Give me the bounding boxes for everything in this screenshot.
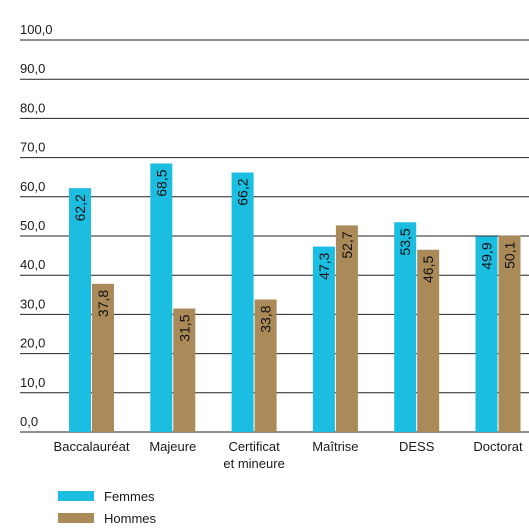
data-label: 50,1 <box>502 241 518 268</box>
legend-item-hommes: Hommes <box>58 507 156 529</box>
y-tick-label: 50,0 <box>20 218 45 233</box>
bar-femmes <box>312 246 335 432</box>
data-label: 49,9 <box>479 242 495 269</box>
bar-femmes <box>394 222 417 432</box>
bar-femmes <box>231 172 254 432</box>
legend-label-hommes: Hommes <box>104 510 157 526</box>
bar-hommes <box>417 249 440 432</box>
bar-hommes <box>92 283 114 432</box>
data-label: 33,8 <box>258 305 274 332</box>
data-label: 52,7 <box>339 231 355 258</box>
y-tick-label: 10,0 <box>20 375 45 390</box>
x-tick-label: Majeure <box>149 439 196 454</box>
y-tick-label: 40,0 <box>20 257 45 272</box>
legend-swatch-hommes <box>58 513 94 523</box>
y-tick-label: 100,0 <box>20 22 53 37</box>
data-label: 53,5 <box>397 228 413 255</box>
y-tick-label: 60,0 <box>20 179 45 194</box>
bar-femmes <box>69 188 91 432</box>
y-tick-label: 20,0 <box>20 336 45 351</box>
x-tick-label: DESS <box>399 439 435 454</box>
x-tick-label: et mineure <box>223 456 284 471</box>
legend-label-femmes: Femmes <box>104 488 155 504</box>
bar-chart: 0,0 10,0 20,0 30,0 40,0 50,0 60,0 70,0 80,0 90,0 1… <box>20 22 529 471</box>
bar-hommes <box>173 308 196 432</box>
y-tick-label: 90,0 <box>20 61 45 76</box>
legend-swatch-femmes <box>58 491 94 501</box>
y-tick-label: 70,0 <box>20 140 45 155</box>
data-label: 68,5 <box>153 169 169 196</box>
y-tick-label: 80,0 <box>20 100 45 115</box>
data-label: 62,2 <box>72 194 88 221</box>
legend: Femmes Hommes <box>58 485 156 529</box>
y-tick-label: 0,0 <box>20 414 38 429</box>
x-tick-label: Baccalauréat <box>54 439 130 454</box>
bar-hommes <box>498 235 521 432</box>
y-tick-label: 30,0 <box>20 296 45 311</box>
data-label: 66,2 <box>235 178 251 205</box>
legend-item-femmes: Femmes <box>58 485 156 507</box>
x-tick-label: Maîtrise <box>312 439 358 454</box>
bar-hommes <box>335 225 358 432</box>
data-label: 31,5 <box>176 314 192 341</box>
bar-hommes <box>254 299 277 432</box>
x-tick-label: Doctorat <box>473 439 523 454</box>
bar-femmes <box>475 236 498 432</box>
x-tick-label: Certificat <box>228 439 280 454</box>
bar-femmes <box>150 163 173 433</box>
data-label: 37,8 <box>95 290 111 317</box>
data-label: 47,3 <box>316 252 332 279</box>
data-label: 46,5 <box>420 256 436 283</box>
